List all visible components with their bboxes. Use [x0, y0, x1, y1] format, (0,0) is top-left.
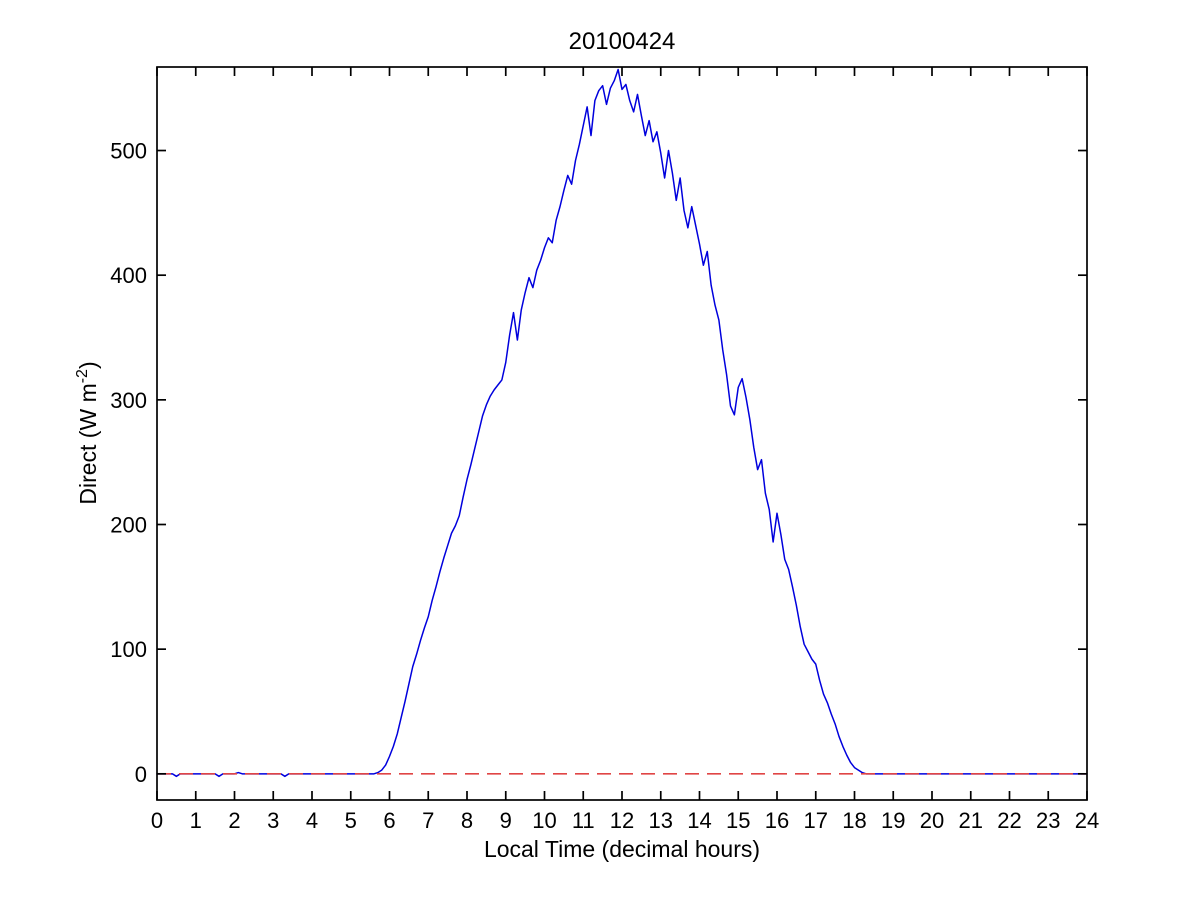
y-tick-label: 200	[110, 513, 147, 538]
x-tick-label: 14	[687, 808, 711, 833]
x-axis-label: Local Time (decimal hours)	[483, 836, 761, 862]
x-tick-label: 24	[1075, 808, 1099, 833]
x-tick-label: 10	[532, 808, 556, 833]
x-tick-label: 16	[765, 808, 789, 833]
x-tick-label: 7	[422, 808, 434, 833]
x-tick-label: 0	[151, 808, 163, 833]
x-tick-label: 4	[306, 808, 318, 833]
x-tick-label: 3	[267, 808, 279, 833]
x-tick-label: 8	[461, 808, 473, 833]
x-tick-label: 22	[997, 808, 1021, 833]
y-tick-label: 500	[110, 139, 147, 164]
x-tick-label: 2	[228, 808, 240, 833]
y-tick-label: 0	[135, 762, 147, 787]
x-tick-label: 12	[610, 808, 634, 833]
x-tick-label: 6	[383, 808, 395, 833]
y-tick-label: 400	[110, 263, 147, 288]
x-tick-label: 15	[726, 808, 750, 833]
y-axis-label-close: )	[75, 361, 101, 370]
x-tick-label: 19	[881, 808, 905, 833]
x-tick-label: 5	[345, 808, 357, 833]
y-axis-label-text: Direct (W m	[75, 383, 101, 505]
x-tick-label: 20	[920, 808, 944, 833]
x-tick-label: 1	[190, 808, 202, 833]
axes-box	[156, 66, 1088, 801]
x-tick-label: 11	[572, 808, 595, 833]
y-axis-label-superscript: -2	[74, 369, 91, 384]
x-tick-label: 13	[649, 808, 673, 833]
chart-title: 20100424	[568, 28, 676, 55]
y-tick-label: 300	[110, 388, 147, 413]
series-line-direct-irradiance	[156, 68, 1088, 778]
x-tick-label: 18	[842, 808, 866, 833]
y-axis-label: Direct (W m-2)	[74, 361, 102, 504]
x-tick-label: 17	[804, 808, 828, 833]
x-tick-label: 23	[1036, 808, 1060, 833]
x-tick-label: 21	[959, 808, 983, 833]
y-tick-label: 100	[110, 637, 147, 662]
x-tick-label: 9	[500, 808, 512, 833]
